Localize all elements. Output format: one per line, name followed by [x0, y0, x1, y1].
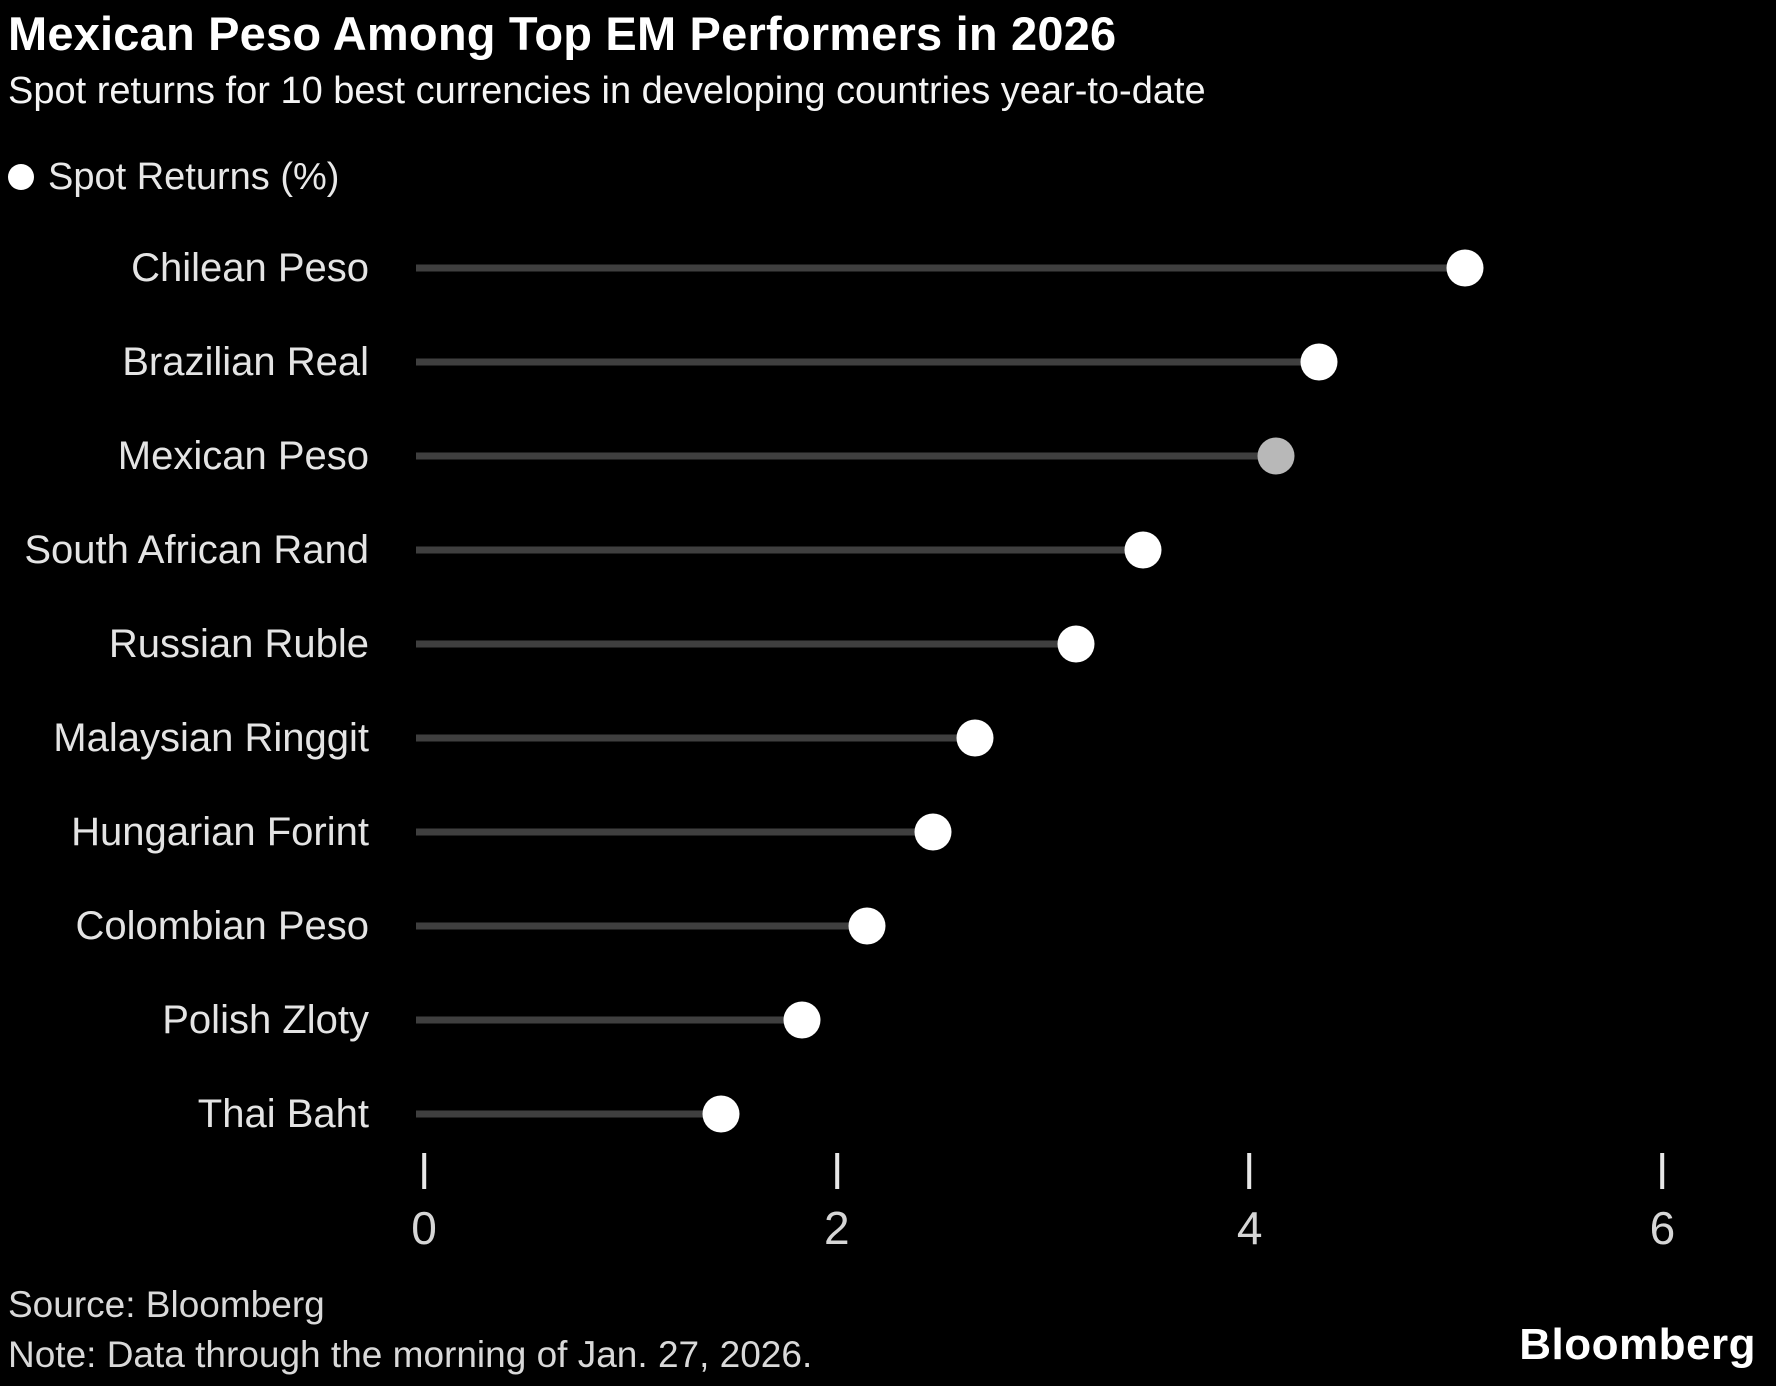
x-axis-tick: 0 [411, 1153, 437, 1251]
chart-subtitle: Spot returns for 10 best currencies in d… [8, 70, 1206, 113]
chart-row: Brazilian Real [0, 315, 1776, 409]
chart-row: Hungarian Forint [0, 785, 1776, 879]
chart-row: Colombian Peso [0, 879, 1776, 973]
tick-mark [834, 1153, 839, 1190]
lollipop-stem [416, 1016, 803, 1024]
lollipop [416, 785, 1776, 879]
category-label: Malaysian Ringgit [53, 715, 369, 760]
tick-mark [1247, 1153, 1252, 1190]
lollipop-dot [914, 813, 952, 851]
category-label: Colombian Peso [75, 903, 370, 948]
tick-mark [1660, 1153, 1665, 1190]
lollipop [416, 973, 1776, 1067]
category-label: Mexican Peso [117, 433, 369, 478]
lollipop-stem [416, 358, 1320, 366]
lollipop-stem [416, 452, 1276, 460]
lollipop [416, 315, 1776, 409]
category-label: South African Rand [24, 527, 369, 572]
lollipop-dot [783, 1001, 821, 1039]
category-label: Brazilian Real [122, 339, 369, 384]
lollipop [416, 691, 1776, 785]
chart-rows: Chilean Peso Brazilian Real Mexican Peso So… [0, 221, 1776, 1161]
tick-label: 6 [1649, 1202, 1676, 1255]
tick-label: 0 [411, 1202, 437, 1255]
footer: Source: Bloomberg Note: Data through the… [8, 1280, 812, 1380]
chart-row: Polish Zloty [0, 973, 1776, 1067]
chart-title: Mexican Peso Among Top EM Performers in … [8, 7, 1117, 60]
legend: Spot Returns (%) [8, 155, 1776, 198]
tick-label: 2 [824, 1202, 850, 1255]
lollipop-stem [416, 828, 933, 836]
chart-row: South African Rand [0, 503, 1776, 597]
lollipop-stem [416, 264, 1465, 272]
lollipop-dot [848, 907, 886, 945]
chart-row: Mexican Peso [0, 409, 1776, 503]
chart-row: Chilean Peso [0, 221, 1776, 315]
lollipop [416, 221, 1776, 315]
lollipop [416, 503, 1776, 597]
legend-dot-icon [8, 164, 34, 191]
lollipop-dot [956, 719, 994, 757]
tick-mark [422, 1153, 426, 1190]
lollipop [416, 597, 1776, 691]
lollipop-stem [416, 640, 1077, 648]
lollipop-dot [1257, 437, 1295, 475]
bloomberg-logo: Bloomberg [1519, 1320, 1756, 1369]
lollipop-dot [1446, 249, 1484, 287]
chart-header: Mexican Peso Among Top EM Performers in … [0, 0, 1776, 115]
lollipop [416, 409, 1776, 503]
chart-row: Malaysian Ringgit [0, 691, 1776, 785]
note-text: Note: Data through the morning of Jan. 2… [8, 1334, 813, 1376]
lollipop-dot [702, 1095, 740, 1133]
lollipop-stem [416, 1110, 722, 1118]
x-axis-tick: 4 [1236, 1153, 1263, 1255]
lollipop-dot [1124, 531, 1162, 569]
lollipop-dot [1300, 343, 1338, 381]
x-axis-tick: 6 [1649, 1153, 1676, 1255]
category-label: Chilean Peso [131, 245, 369, 290]
lollipop [416, 879, 1776, 973]
legend-label: Spot Returns (%) [48, 155, 340, 198]
category-label: Polish Zloty [162, 997, 369, 1042]
lollipop-stem [416, 546, 1143, 554]
x-axis: 0 2 4 6 [411, 1153, 1776, 1263]
lollipop-stem [416, 922, 867, 930]
lollipop-stem [416, 734, 975, 742]
source-text: Source: Bloomberg [8, 1284, 325, 1326]
tick-label: 4 [1236, 1202, 1263, 1255]
lollipop [416, 1067, 1776, 1161]
category-label: Hungarian Forint [71, 809, 369, 854]
chart-row: Thai Baht [0, 1067, 1776, 1161]
category-label: Thai Baht [197, 1091, 369, 1136]
category-label: Russian Ruble [108, 621, 369, 666]
chart-row: Russian Ruble [0, 597, 1776, 691]
x-axis-tick: 2 [824, 1153, 850, 1251]
lollipop-dot [1057, 625, 1095, 663]
